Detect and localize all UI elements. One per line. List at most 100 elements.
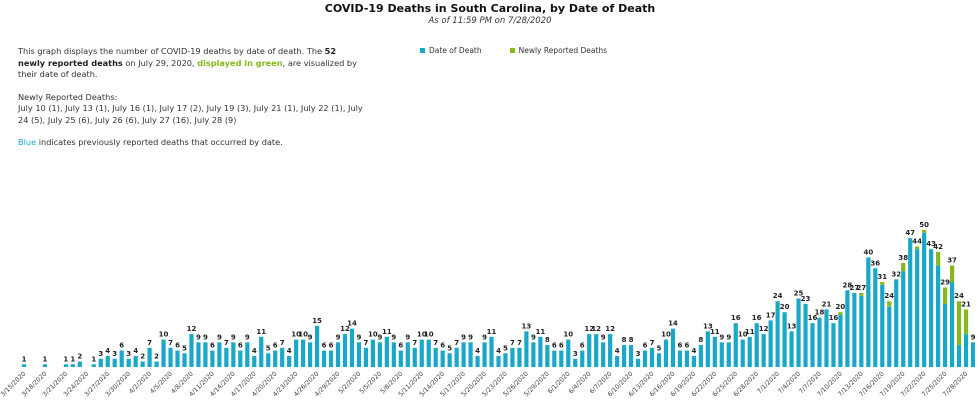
legend-item-date-of-death[interactable]: Date of Death bbox=[420, 46, 482, 55]
bar-date-of-death[interactable] bbox=[321, 350, 327, 367]
bar-newly-reported[interactable] bbox=[936, 251, 941, 266]
bar-date-of-death[interactable] bbox=[238, 350, 243, 367]
bar-newly-reported[interactable] bbox=[859, 293, 864, 296]
bar-date-of-death[interactable] bbox=[873, 268, 878, 367]
bar-date-of-death[interactable] bbox=[831, 323, 836, 367]
bar-date-of-death[interactable] bbox=[740, 339, 745, 367]
bar-date-of-death[interactable] bbox=[182, 353, 187, 367]
bar-newly-reported[interactable] bbox=[838, 312, 843, 315]
bar-date-of-death[interactable] bbox=[635, 358, 641, 367]
bar-date-of-death[interactable] bbox=[580, 350, 585, 367]
bar-newly-reported[interactable] bbox=[922, 230, 927, 233]
bar-date-of-death[interactable] bbox=[705, 331, 710, 367]
bar-date-of-death[interactable] bbox=[391, 342, 396, 367]
bar-date-of-death[interactable] bbox=[573, 358, 578, 367]
bar-date-of-death[interactable] bbox=[970, 342, 976, 367]
bar-date-of-death[interactable] bbox=[587, 334, 592, 367]
bar-date-of-death[interactable] bbox=[789, 331, 794, 367]
bar-date-of-death[interactable] bbox=[140, 361, 145, 367]
bar-date-of-death[interactable] bbox=[656, 353, 662, 367]
bar-date-of-death[interactable] bbox=[496, 356, 501, 367]
bar-date-of-death[interactable] bbox=[719, 342, 724, 367]
bar-date-of-death[interactable] bbox=[663, 339, 669, 367]
bar-date-of-death[interactable] bbox=[622, 345, 627, 367]
bar-newly-reported[interactable] bbox=[915, 246, 920, 250]
bar-date-of-death[interactable] bbox=[733, 323, 738, 367]
bar-date-of-death[interactable] bbox=[314, 325, 320, 367]
bar-date-of-death[interactable] bbox=[768, 320, 773, 367]
bar-date-of-death[interactable] bbox=[342, 334, 348, 367]
bar-date-of-death[interactable] bbox=[210, 350, 215, 367]
bar-date-of-death[interactable] bbox=[817, 317, 822, 367]
bar-date-of-death[interactable] bbox=[566, 339, 571, 367]
bar-date-of-death[interactable] bbox=[196, 342, 201, 367]
bar-date-of-death[interactable] bbox=[538, 336, 543, 367]
bar-date-of-death[interactable] bbox=[98, 358, 103, 367]
bar-date-of-death[interactable] bbox=[649, 347, 655, 367]
bar-newly-reported[interactable] bbox=[887, 301, 892, 307]
bar-date-of-death[interactable] bbox=[161, 339, 166, 367]
bar-date-of-death[interactable] bbox=[845, 290, 850, 367]
bar-date-of-death[interactable] bbox=[398, 350, 403, 367]
bar-newly-reported[interactable] bbox=[942, 287, 948, 304]
bar-date-of-death[interactable] bbox=[754, 323, 759, 367]
bar-date-of-death[interactable] bbox=[307, 342, 313, 367]
bar-date-of-death[interactable] bbox=[266, 353, 271, 367]
bar-date-of-death[interactable] bbox=[810, 323, 815, 367]
bar-date-of-death[interactable] bbox=[133, 356, 138, 367]
bar-date-of-death[interactable] bbox=[489, 336, 494, 367]
bar-date-of-death[interactable] bbox=[154, 361, 159, 367]
bar-date-of-death[interactable] bbox=[712, 336, 717, 367]
bar-date-of-death[interactable] bbox=[782, 312, 787, 367]
bar-date-of-death[interactable] bbox=[217, 342, 222, 367]
bar-date-of-death[interactable] bbox=[91, 364, 96, 367]
bar-date-of-death[interactable] bbox=[447, 353, 452, 367]
bar-newly-reported[interactable] bbox=[949, 265, 955, 283]
bar-date-of-death[interactable] bbox=[301, 339, 306, 367]
bar-date-of-death[interactable] bbox=[363, 347, 369, 367]
bar-date-of-death[interactable] bbox=[901, 271, 906, 367]
bar-newly-reported[interactable] bbox=[880, 282, 885, 285]
bar-date-of-death[interactable] bbox=[691, 356, 696, 367]
bar-date-of-death[interactable] bbox=[245, 342, 250, 367]
bar-date-of-death[interactable] bbox=[677, 350, 683, 367]
bar-date-of-death[interactable] bbox=[482, 342, 487, 367]
bar-date-of-death[interactable] bbox=[956, 345, 962, 367]
bar-date-of-death[interactable] bbox=[252, 356, 257, 367]
bar-date-of-death[interactable] bbox=[433, 347, 438, 367]
bar-date-of-death[interactable] bbox=[328, 350, 334, 367]
bar-date-of-death[interactable] bbox=[412, 347, 417, 367]
bar-date-of-death[interactable] bbox=[628, 345, 634, 367]
bar-date-of-death[interactable] bbox=[335, 342, 341, 367]
bar-date-of-death[interactable] bbox=[887, 306, 892, 367]
bar-date-of-death[interactable] bbox=[280, 347, 285, 367]
bar-date-of-death[interactable] bbox=[259, 336, 264, 367]
bar-date-of-death[interactable] bbox=[147, 347, 152, 367]
bar-date-of-death[interactable] bbox=[545, 345, 550, 367]
bar-date-of-death[interactable] bbox=[370, 339, 375, 367]
bar-date-of-death[interactable] bbox=[608, 334, 613, 367]
bar-date-of-death[interactable] bbox=[77, 361, 82, 367]
bar-date-of-death[interactable] bbox=[922, 232, 927, 367]
bar-date-of-death[interactable] bbox=[642, 350, 648, 367]
bar-date-of-death[interactable] bbox=[929, 249, 934, 367]
bar-date-of-death[interactable] bbox=[531, 342, 536, 367]
bar-date-of-death[interactable] bbox=[859, 295, 864, 367]
bar-date-of-death[interactable] bbox=[63, 364, 68, 367]
bar-date-of-death[interactable] bbox=[761, 334, 766, 367]
bar-date-of-death[interactable] bbox=[894, 279, 899, 367]
bar-date-of-death[interactable] bbox=[949, 282, 955, 367]
bar-date-of-death[interactable] bbox=[70, 364, 75, 367]
bar-date-of-death[interactable] bbox=[552, 350, 557, 367]
bar-date-of-death[interactable] bbox=[880, 284, 885, 367]
bar-date-of-death[interactable] bbox=[684, 350, 690, 367]
bar-date-of-death[interactable] bbox=[426, 339, 431, 367]
bar-date-of-death[interactable] bbox=[384, 336, 389, 367]
bar-newly-reported[interactable] bbox=[956, 301, 962, 346]
bar-date-of-death[interactable] bbox=[852, 293, 857, 367]
bar-date-of-death[interactable] bbox=[915, 249, 920, 367]
bar-date-of-death[interactable] bbox=[908, 238, 913, 367]
bar-date-of-death[interactable] bbox=[21, 364, 27, 367]
bar-date-of-death[interactable] bbox=[405, 342, 410, 367]
bar-date-of-death[interactable] bbox=[698, 345, 703, 367]
